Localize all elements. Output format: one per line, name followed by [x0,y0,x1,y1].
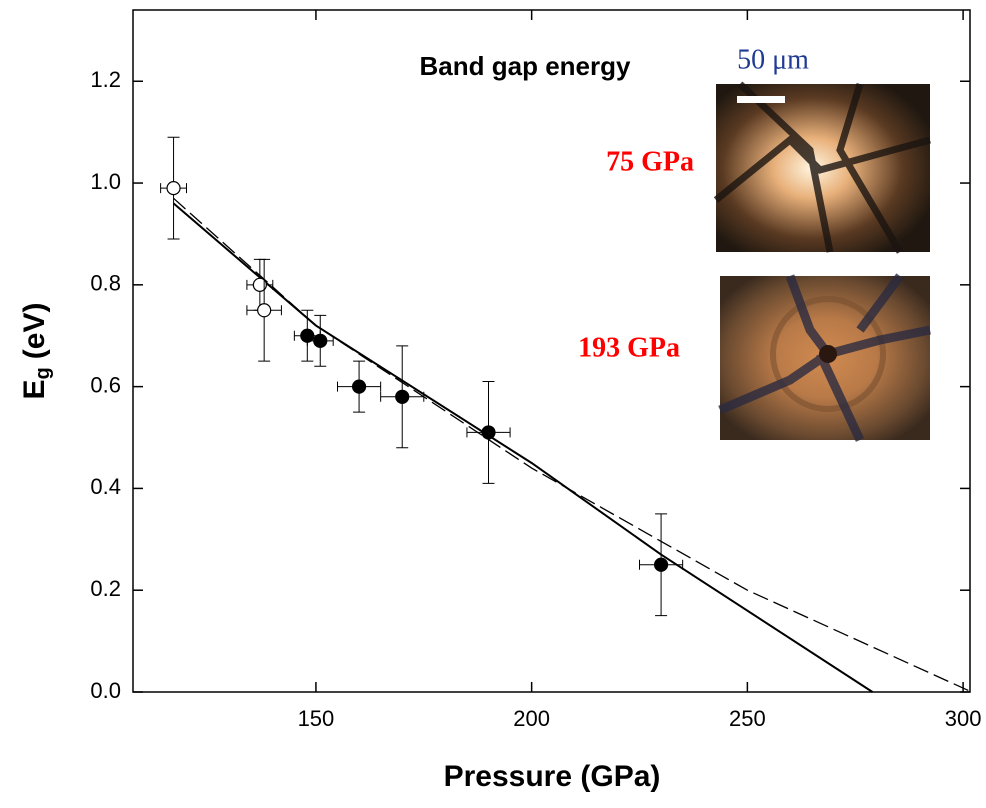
plot-frame [132,9,971,693]
inset-photo [713,81,931,254]
y-tick-label: 0.6 [90,372,121,397]
y-label-subscript: g [32,367,54,379]
scale-bar-label: 50 μm [737,44,809,75]
data-point [313,333,328,348]
fit-line [173,197,972,693]
inset-label: 193 GPa [578,332,680,363]
data-point [166,181,181,196]
data-point [481,425,496,440]
data-point [351,379,367,394]
y-label-symbol: E [18,379,51,399]
inset-label: 75 GPa [606,146,694,177]
x-tick-label: 250 [729,706,766,731]
data-point [257,303,272,318]
data-point [252,277,267,292]
y-tick-label: 0.2 [90,576,121,601]
inset-photo [718,273,931,442]
x-axis-label: Pressure (GPa) [444,760,661,793]
data-point [653,557,669,572]
y-tick-label: 0.4 [90,474,121,499]
y-tick-label: 0.0 [90,678,121,703]
y-tick-label: 1.2 [90,67,121,92]
y-label-unit: (eV) [18,303,51,360]
chart-title: Band gap energy [420,51,631,81]
y-tick-label: 1.0 [90,169,121,194]
x-tick-label: 300 [945,706,982,731]
y-tick-label: 0.8 [90,271,121,296]
y-axis-label: Eg (eV) [18,303,54,400]
x-tick-label: 200 [513,706,550,731]
x-tick-label: 150 [298,706,335,731]
data-point [395,389,410,404]
